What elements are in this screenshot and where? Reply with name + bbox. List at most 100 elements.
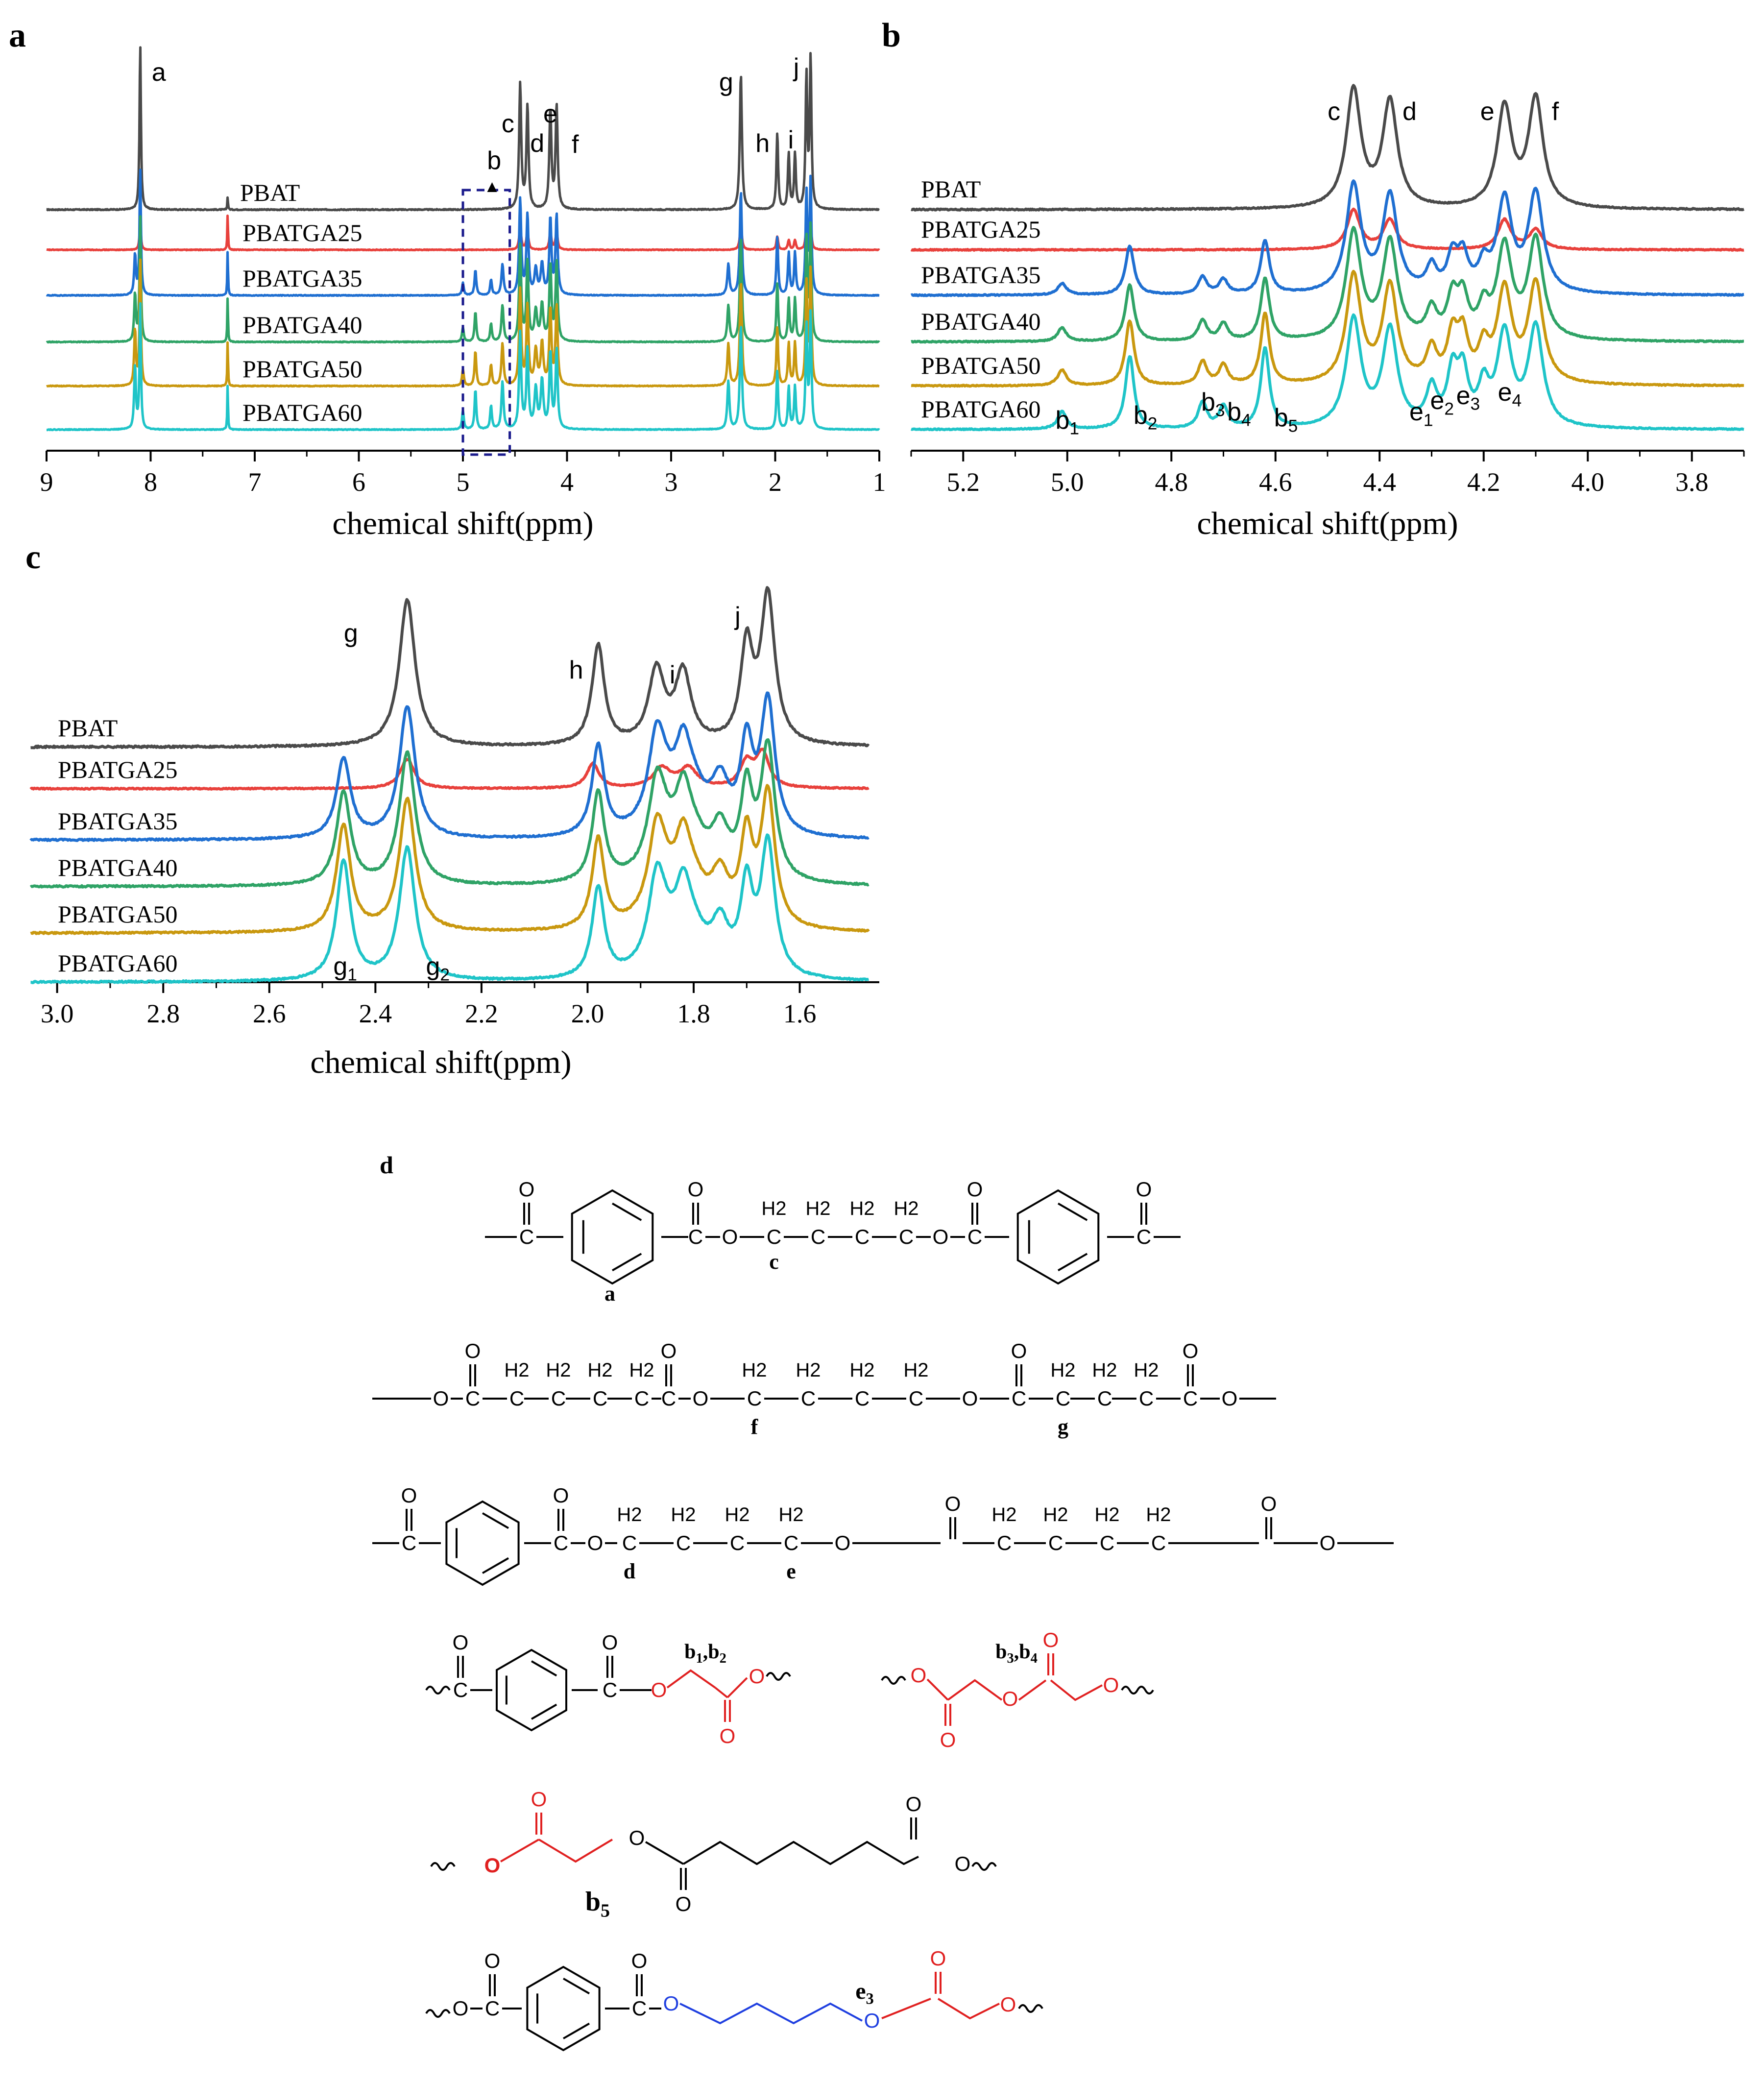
atom-label: C — [730, 1531, 745, 1554]
atom-label: O — [911, 1664, 927, 1687]
panel-c: c 3.0 2.8 2.6 2.4 2.2 2.0 1.8 1.6 chemical shift(… — [25, 538, 879, 1080]
x-tick-label: 2.4 — [359, 999, 392, 1028]
atom-label: C — [509, 1387, 524, 1410]
x-tick-label: 5.0 — [1051, 467, 1084, 497]
ring-double-bond — [1058, 1202, 1088, 1221]
ring-double-bond — [562, 2022, 590, 2039]
series-label: PBATGA50 — [58, 900, 177, 928]
h2-label: H2 — [1134, 1359, 1159, 1381]
series-label: PBATGA40 — [921, 308, 1040, 335]
oxygen-atom: O — [484, 1854, 501, 1877]
x-tick-label: 4 — [560, 467, 574, 497]
atom-label: C — [855, 1387, 870, 1410]
series-line-PBATGA35 — [910, 179, 1745, 297]
series-line-PBATGA50 — [910, 269, 1745, 388]
peak-label: e — [1480, 97, 1495, 126]
x-axis-label: chemical shift(ppm) — [1197, 506, 1458, 541]
series-label: PBATGA40 — [242, 311, 362, 339]
site-label: b3,b4 — [995, 1641, 1038, 1666]
atom-label: C — [661, 1387, 676, 1410]
oxygen-atom: O — [401, 1484, 417, 1507]
atom-label: O — [1320, 1531, 1336, 1554]
x-tick-label: 3.8 — [1675, 467, 1709, 497]
x-tick-label: 4.2 — [1467, 467, 1500, 497]
site-label: b1,b2 — [684, 1641, 726, 1666]
peak-label: b5 — [1274, 404, 1298, 436]
x-tick-label: 6 — [352, 467, 365, 497]
oxygen-atom: O — [553, 1484, 569, 1507]
h2-label: H2 — [1092, 1359, 1117, 1381]
series-line-PBATGA40 — [910, 226, 1745, 344]
atom-label: C — [1012, 1387, 1026, 1410]
h2-label: H2 — [894, 1198, 918, 1219]
oxygen-atom: O — [940, 1728, 956, 1751]
atom-label: O — [1002, 1687, 1018, 1710]
bond — [1018, 1679, 1047, 1701]
series-label: PBAT — [921, 175, 981, 203]
series-label: PBATGA60 — [921, 395, 1040, 423]
panel-a: a 9 8 7 6 5 4 3 2 1 chemical shift(ppm) PBAT PBATGA2… — [9, 17, 886, 541]
bond — [937, 1998, 1000, 2020]
ring-double-bond — [612, 1202, 642, 1221]
atom-label: C — [1100, 1531, 1114, 1554]
atom-label: C — [402, 1531, 416, 1554]
oxygen-atom: O — [720, 1724, 736, 1747]
atom-label: O — [749, 1665, 765, 1688]
atom-label: C — [1048, 1531, 1063, 1554]
x-tick-label: 4.4 — [1363, 467, 1397, 497]
x-axis-label: chemical shift(ppm) — [310, 1044, 571, 1080]
bond — [682, 1840, 919, 1865]
atom-label: C — [855, 1225, 870, 1248]
x-tick-label: 1.8 — [677, 999, 710, 1028]
h2-label: H2 — [617, 1504, 642, 1525]
x-tick-label: 2 — [769, 467, 782, 497]
peak-label: f — [572, 130, 579, 159]
panel-letter: d — [380, 1151, 393, 1179]
peak-label: i — [788, 126, 794, 154]
atom-label: O — [1103, 1673, 1119, 1696]
arrow-head — [487, 182, 497, 192]
series-label: PBATGA50 — [921, 352, 1040, 379]
peak-label: g — [344, 619, 358, 648]
series-label: PBATGA40 — [58, 854, 177, 881]
peak-label: a — [152, 58, 166, 87]
atom-label: C — [811, 1225, 825, 1248]
h2-label: H2 — [1146, 1504, 1171, 1525]
panel-letter: b — [882, 17, 901, 54]
site-label: e — [786, 1559, 796, 1583]
wavy-bond — [971, 1862, 997, 1871]
h2-label: H2 — [504, 1359, 529, 1381]
peak-label: j — [734, 602, 741, 630]
peak-label: g — [719, 68, 733, 97]
oxygen-atom: O — [1261, 1492, 1277, 1515]
oxygen-atom: O — [930, 1947, 946, 1970]
x-tick-label: 1 — [873, 467, 886, 497]
x-tick-label: 3 — [665, 467, 678, 497]
oxygen-atom: O — [531, 1788, 547, 1811]
wavy-bond — [425, 2009, 451, 2018]
oxygen-atom: O — [519, 1178, 535, 1201]
x-axis-label: chemical shift(ppm) — [332, 506, 593, 541]
h2-label: H2 — [1050, 1359, 1075, 1381]
atom-label: C — [551, 1387, 566, 1410]
bond — [645, 1841, 684, 1865]
x-tick-label: 2.0 — [571, 999, 604, 1028]
h2-label: H2 — [629, 1359, 654, 1381]
h2-label: H2 — [903, 1359, 928, 1381]
atom-label: O — [722, 1225, 738, 1248]
ring-double-bond — [482, 1512, 509, 1529]
benzene-ring — [1016, 1189, 1100, 1285]
wavy-bond — [1018, 2004, 1043, 2013]
oxygen-atom: O — [1011, 1339, 1027, 1362]
atom-label: C — [465, 1387, 480, 1410]
ring-double-bond — [482, 1557, 509, 1574]
peak-label: e — [543, 100, 557, 128]
peak-label: d — [1402, 97, 1417, 126]
peak-label: e4 — [1498, 378, 1522, 410]
series-label: PBAT — [240, 179, 300, 206]
bond — [666, 1669, 716, 1689]
highlight-box — [461, 189, 511, 456]
atom-label: C — [767, 1225, 781, 1248]
h2-label: H2 — [991, 1504, 1016, 1525]
series-line-PBATGA35 — [46, 169, 880, 297]
